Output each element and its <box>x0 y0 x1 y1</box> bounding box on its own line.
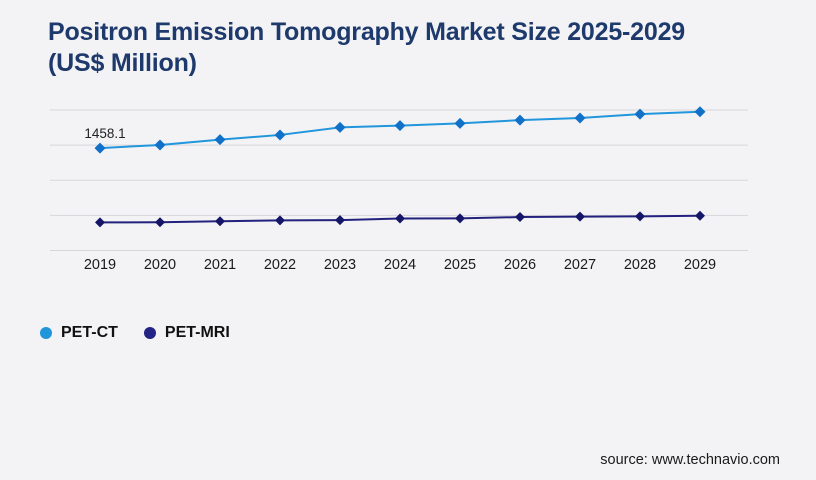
x-axis-label: 2025 <box>444 257 476 273</box>
data-point-pet-mri[interactable] <box>155 217 165 228</box>
legend-item-pet-mri[interactable]: PET-MRI <box>143 324 230 342</box>
data-point-pet-ct[interactable] <box>154 139 166 151</box>
x-axis-label: 2022 <box>264 257 296 273</box>
data-point-pet-mri[interactable] <box>95 217 105 228</box>
data-label: 1458.1 <box>84 126 125 141</box>
data-point-pet-mri[interactable] <box>695 210 705 221</box>
legend-label: PET-CT <box>61 324 118 341</box>
x-axis-label: 2026 <box>504 257 536 273</box>
legend-marker-icon <box>40 327 52 339</box>
data-point-pet-mri[interactable] <box>635 211 645 222</box>
data-point-pet-ct[interactable] <box>514 114 526 126</box>
data-point-pet-ct[interactable] <box>274 129 286 141</box>
x-axis-label: 2019 <box>84 257 116 273</box>
data-point-pet-ct[interactable] <box>694 106 706 118</box>
data-point-pet-mri[interactable] <box>335 215 345 226</box>
x-axis-label: 2029 <box>684 257 716 273</box>
x-axis-label: 2023 <box>324 257 356 273</box>
data-point-pet-mri[interactable] <box>455 213 465 224</box>
data-point-pet-ct[interactable] <box>634 108 646 120</box>
source-attribution: source: www.technavio.com <box>600 452 780 468</box>
x-axis-label: 2027 <box>564 257 596 273</box>
x-axis-label: 2024 <box>384 257 416 273</box>
data-point-pet-mri[interactable] <box>515 212 525 223</box>
data-point-pet-ct[interactable] <box>214 134 226 146</box>
x-axis-label: 2028 <box>624 257 656 273</box>
legend-label: PET-MRI <box>164 324 230 341</box>
legend-marker-icon <box>143 327 156 339</box>
data-point-pet-ct[interactable] <box>94 142 106 154</box>
data-point-pet-mri[interactable] <box>575 211 585 222</box>
legend: PET-CT PET-MRI <box>40 324 230 342</box>
data-point-pet-mri[interactable] <box>395 213 405 224</box>
x-axis-label: 2020 <box>144 257 176 273</box>
data-point-pet-ct[interactable] <box>454 117 466 129</box>
data-point-pet-ct[interactable] <box>574 112 586 124</box>
x-axis-label: 2021 <box>204 257 236 273</box>
data-point-pet-mri[interactable] <box>275 215 285 226</box>
data-point-pet-mri[interactable] <box>215 216 225 227</box>
data-point-pet-ct[interactable] <box>334 121 346 133</box>
chart-title: Positron Emission Tomography Market Size… <box>48 18 685 77</box>
data-point-pet-ct[interactable] <box>394 120 406 132</box>
legend-item-pet-ct[interactable]: PET-CT <box>40 324 118 342</box>
